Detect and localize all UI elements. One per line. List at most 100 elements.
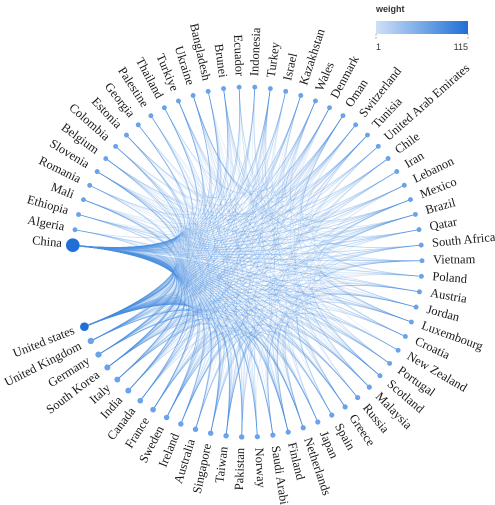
link-346 <box>84 199 411 328</box>
link-3 <box>72 171 177 250</box>
node-turkey <box>267 86 273 92</box>
link-463 <box>128 325 304 428</box>
link-379 <box>180 260 422 425</box>
link-190 <box>192 95 422 248</box>
node-italy <box>114 376 121 383</box>
node-label: South Africa <box>431 230 495 250</box>
link-401 <box>152 292 417 410</box>
link-161 <box>164 100 316 194</box>
link-339 <box>296 199 411 416</box>
node-label: Pakistan <box>232 447 247 491</box>
link-89 <box>83 199 187 391</box>
link-160 <box>84 115 195 328</box>
link-510 <box>84 300 191 401</box>
node-netherlands <box>300 425 306 431</box>
link-150 <box>138 124 370 388</box>
link-319 <box>306 158 389 376</box>
link-173 <box>178 100 390 364</box>
link-341 <box>225 199 411 436</box>
link-84 <box>83 184 405 233</box>
link-212 <box>223 88 406 337</box>
link-465 <box>98 314 304 428</box>
link-162 <box>164 107 330 195</box>
link-306 <box>210 134 368 434</box>
link-229 <box>107 87 256 368</box>
link-184 <box>192 95 356 197</box>
link-146 <box>98 134 189 355</box>
link-215 <box>117 88 229 380</box>
link-156 <box>150 115 381 376</box>
link-287 <box>298 115 399 351</box>
link-417 <box>276 313 399 433</box>
link-456 <box>107 317 319 423</box>
link-193 <box>192 95 289 433</box>
link-152 <box>138 124 204 410</box>
node-united-kingdom <box>87 337 95 345</box>
link-27 <box>72 184 405 250</box>
link-288 <box>293 115 370 388</box>
link-422 <box>166 315 390 418</box>
node-pakistan <box>238 434 245 440</box>
node-india <box>125 387 132 394</box>
node-denmark <box>327 105 332 111</box>
link-332 <box>295 184 405 416</box>
node-slovenia <box>94 169 100 175</box>
link-5 <box>72 146 182 249</box>
link-423 <box>117 309 390 380</box>
link-343 <box>180 199 411 425</box>
link-182 <box>84 100 205 328</box>
link-474 <box>84 303 289 433</box>
node-germany <box>95 351 102 358</box>
link-338 <box>317 199 411 337</box>
link-201 <box>207 91 258 437</box>
link-351 <box>225 214 416 436</box>
link-22 <box>72 124 356 249</box>
link-1 <box>72 214 173 252</box>
link-204 <box>107 91 220 368</box>
node-turkiye <box>175 98 181 104</box>
link-88 <box>83 199 191 401</box>
link-149 <box>138 124 412 323</box>
link-12 <box>72 91 219 248</box>
node-wales <box>312 98 318 104</box>
link-350 <box>277 214 416 433</box>
node-russia <box>355 394 361 401</box>
link-369 <box>180 244 422 425</box>
link-381 <box>107 260 422 368</box>
link-277 <box>140 107 330 401</box>
node-qatar <box>416 227 422 233</box>
link-15 <box>72 87 256 248</box>
link-311 <box>84 134 368 328</box>
link-94 <box>89 91 286 216</box>
link-28 <box>72 199 411 251</box>
link-506 <box>84 301 195 410</box>
link-406 <box>284 301 412 428</box>
link-374 <box>310 260 422 388</box>
link-418 <box>195 312 399 430</box>
link-462 <box>140 327 304 428</box>
link-322 <box>128 158 389 391</box>
node-luxembourg <box>408 319 414 325</box>
link-276 <box>152 107 330 410</box>
link-123 <box>105 158 422 261</box>
link-490 <box>90 309 230 436</box>
link-457 <box>90 308 319 423</box>
link-252 <box>277 95 346 408</box>
link-451 <box>210 332 333 434</box>
link-136 <box>84 146 184 328</box>
link-521 <box>84 292 178 342</box>
link-167 <box>152 107 209 410</box>
link-325 <box>166 171 397 418</box>
link-372 <box>84 244 422 328</box>
link-400 <box>166 293 417 418</box>
link-154 <box>84 124 190 328</box>
link-139 <box>126 88 271 198</box>
link-505 <box>84 302 200 418</box>
link-210 <box>223 88 422 261</box>
link-117 <box>84 171 179 328</box>
link-166 <box>164 107 220 430</box>
link-378 <box>225 260 422 436</box>
link-155 <box>150 115 417 308</box>
link-420 <box>84 294 399 351</box>
